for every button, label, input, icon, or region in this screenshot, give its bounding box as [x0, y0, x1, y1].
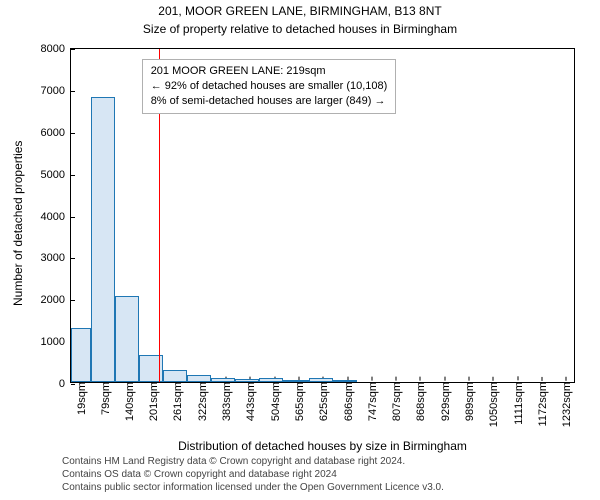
- y-tick: 7000: [41, 85, 71, 97]
- histogram-bar: [71, 328, 91, 382]
- legend-line1: 201 MOOR GREEN LANE: 219sqm: [151, 64, 388, 79]
- y-tick: 5000: [41, 169, 71, 181]
- x-tick: 929sqm: [434, 382, 452, 421]
- legend-box: 201 MOOR GREEN LANE: 219sqm← 92% of deta…: [142, 59, 397, 114]
- x-tick: 565sqm: [288, 382, 306, 421]
- x-tick: 747sqm: [361, 382, 379, 421]
- histogram-bar: [309, 378, 333, 382]
- footer-attribution: Contains HM Land Registry data © Crown c…: [62, 455, 444, 494]
- x-tick: 79sqm: [94, 382, 112, 415]
- y-tick: 4000: [41, 211, 71, 223]
- footer-line2: Contains OS data © Crown copyright and d…: [62, 468, 444, 481]
- footer-line1: Contains HM Land Registry data © Crown c…: [62, 455, 444, 468]
- y-tick: 2000: [41, 294, 71, 306]
- x-tick: 504sqm: [264, 382, 282, 421]
- y-tick: 1000: [41, 336, 71, 348]
- x-tick: 322sqm: [191, 382, 209, 421]
- x-tick: 1111sqm: [507, 382, 525, 425]
- y-tick: 8000: [41, 43, 71, 55]
- x-tick: 1172sqm: [531, 382, 549, 426]
- y-tick: 3000: [41, 252, 71, 264]
- histogram-bar: [211, 378, 235, 382]
- x-tick: 201sqm: [142, 382, 160, 421]
- legend-line2: ← 92% of detached houses are smaller (10…: [151, 79, 388, 94]
- x-tick: 989sqm: [458, 382, 476, 421]
- footer-line3: Contains public sector information licen…: [62, 481, 444, 494]
- histogram-bar: [187, 375, 211, 382]
- x-tick: 1050sqm: [482, 382, 500, 427]
- chart-title-line1: 201, MOOR GREEN LANE, BIRMINGHAM, B13 8N…: [0, 4, 600, 18]
- x-axis-label: Distribution of detached houses by size …: [70, 439, 575, 453]
- x-tick: 140sqm: [118, 382, 136, 421]
- histogram-bar: [115, 296, 139, 382]
- chart-title-line2: Size of property relative to detached ho…: [0, 22, 600, 36]
- histogram-bar: [163, 370, 187, 382]
- histogram-bar: [235, 379, 259, 382]
- x-tick: 868sqm: [409, 382, 427, 421]
- histogram-bar: [333, 380, 357, 382]
- y-axis-label: Number of detached properties: [11, 140, 25, 305]
- histogram-bar: [259, 378, 283, 382]
- plot-area: 01000200030004000500060007000800019sqm79…: [70, 48, 575, 383]
- y-tick: 6000: [41, 127, 71, 139]
- x-tick: 807sqm: [385, 382, 403, 421]
- histogram-bar: [91, 97, 115, 382]
- x-tick: 1232sqm: [555, 382, 573, 427]
- x-tick: 383sqm: [215, 382, 233, 421]
- legend-line3: 8% of semi-detached houses are larger (8…: [151, 94, 388, 109]
- x-tick: 443sqm: [239, 382, 257, 421]
- histogram-bar: [283, 380, 309, 383]
- x-tick: 19sqm: [70, 382, 88, 415]
- x-tick: 261sqm: [166, 382, 184, 421]
- x-tick: 686sqm: [337, 382, 355, 421]
- x-tick: 625sqm: [312, 382, 330, 421]
